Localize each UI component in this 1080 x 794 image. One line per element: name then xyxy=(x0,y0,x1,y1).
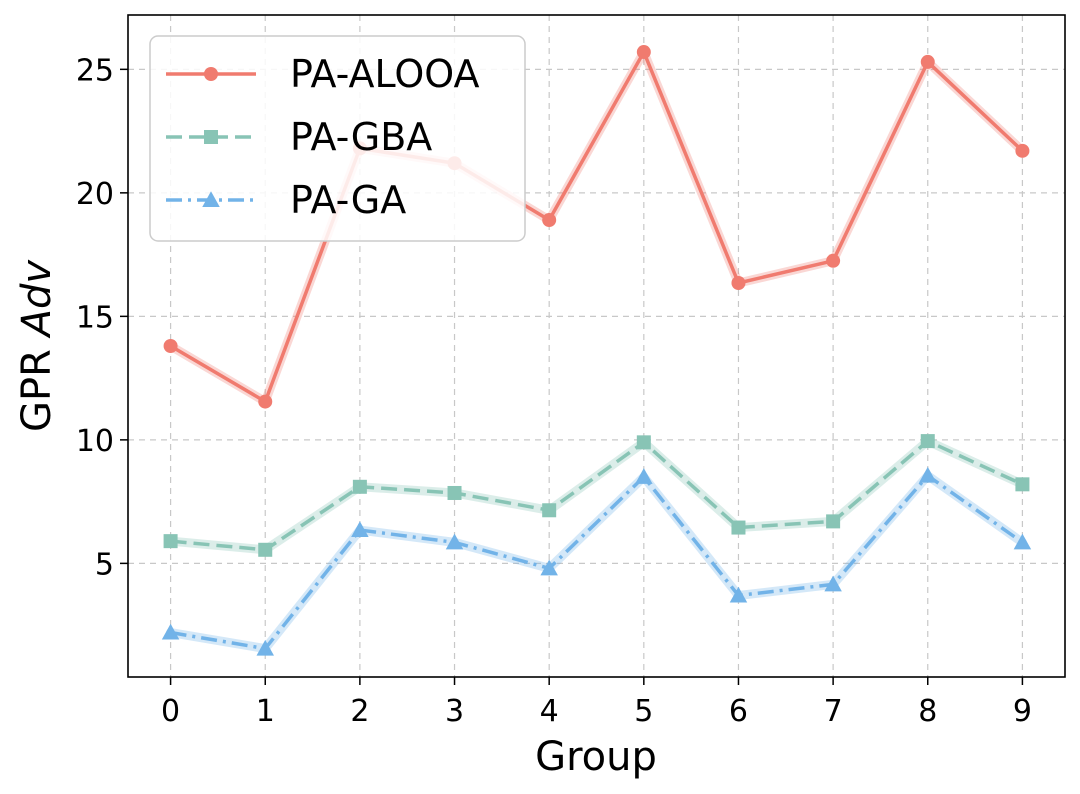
y-tick-label: 5 xyxy=(95,547,114,582)
x-axis-label: Group xyxy=(535,734,657,780)
series-band xyxy=(166,471,1027,654)
data-point xyxy=(258,394,273,409)
data-point xyxy=(729,586,748,603)
data-point xyxy=(1015,143,1030,158)
y-axis-label: GPR Adv xyxy=(14,259,60,432)
legend-marker xyxy=(204,130,218,144)
data-point xyxy=(1013,533,1032,550)
data-point xyxy=(826,514,841,529)
data-point xyxy=(635,468,653,484)
x-tick-label: 4 xyxy=(540,694,559,729)
data-point xyxy=(636,45,651,60)
x-tick-label: 7 xyxy=(824,694,843,729)
data-point xyxy=(447,485,462,500)
legend-label: PA-ALOOA xyxy=(290,52,479,96)
y-axis-label-main: GPR xyxy=(14,336,60,432)
series-line xyxy=(170,473,1024,651)
data-point xyxy=(352,479,367,494)
x-tick-label: 8 xyxy=(918,694,937,729)
data-point xyxy=(163,534,178,549)
x-tick-label: 1 xyxy=(256,694,275,729)
legend-entry: PA-GA xyxy=(166,178,406,222)
x-tick-label: 5 xyxy=(634,694,653,729)
data-point xyxy=(540,559,558,576)
plot-frame xyxy=(127,14,1066,678)
series-line xyxy=(170,439,1024,552)
data-point xyxy=(920,54,935,69)
legend-entry: PA-ALOOA xyxy=(166,52,479,96)
legend-label: PA-GBA xyxy=(290,115,432,159)
data-point xyxy=(445,533,464,550)
x-tick-label: 0 xyxy=(161,694,180,729)
y-tick-label: 25 xyxy=(76,53,114,88)
data-point xyxy=(731,520,746,535)
y-tick-label: 10 xyxy=(76,424,114,459)
series-pa-gba xyxy=(163,434,1030,557)
series-line xyxy=(169,50,1024,404)
legend-marker xyxy=(204,67,218,81)
series-band xyxy=(166,436,1027,555)
y-axis-label-italic: Adv xyxy=(14,259,60,340)
data-point xyxy=(351,521,369,538)
data-point xyxy=(258,542,273,557)
x-tick-label: 6 xyxy=(729,694,748,729)
legend-box xyxy=(149,35,526,242)
data-point xyxy=(824,575,842,592)
data-point xyxy=(920,434,935,449)
data-point xyxy=(636,435,651,450)
data-point xyxy=(163,339,178,353)
axis-ticks: 0 1 2 3 4 5 6 7 8 9 5 10 15 20 25 xyxy=(76,53,1032,729)
plot-series xyxy=(161,45,1032,656)
data-point xyxy=(826,253,841,268)
series-pa-ga xyxy=(161,466,1032,656)
legend-entry: PA-GBA xyxy=(166,115,432,159)
y-tick-label: 15 xyxy=(76,300,114,335)
x-tick-label: 2 xyxy=(350,694,369,729)
legend-marker xyxy=(202,191,220,207)
legend-label: PA-GA xyxy=(290,178,406,222)
data-point xyxy=(256,639,274,656)
x-tick-label: 9 xyxy=(1013,694,1032,729)
legend: PA-ALOOA PA-GBA PA-GA xyxy=(149,35,526,242)
data-point xyxy=(1015,477,1030,492)
data-point xyxy=(731,276,746,291)
data-point xyxy=(542,213,557,228)
data-point xyxy=(542,503,557,518)
y-tick-label: 20 xyxy=(76,177,114,212)
data-point xyxy=(919,466,937,483)
x-tick-label: 3 xyxy=(445,694,464,729)
data-point xyxy=(161,623,180,640)
series-pa-alooa xyxy=(163,45,1030,409)
